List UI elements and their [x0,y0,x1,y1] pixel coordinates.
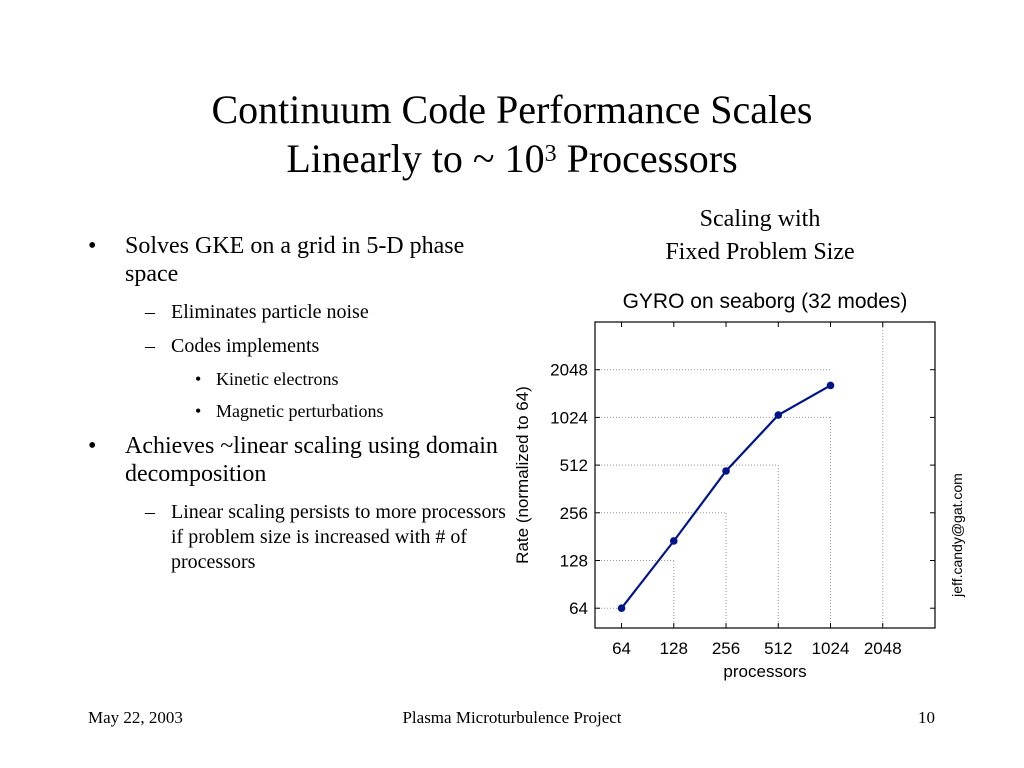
y-tick-label: 128 [560,552,588,571]
caption-line-2: Fixed Problem Size [665,239,855,265]
y-tick-label: 64 [569,599,588,618]
x-tick-label: 256 [712,639,740,658]
plot-frame [594,321,936,629]
sub-bullet-item: Eliminates particle noise [88,300,508,325]
title-exponent: 3 [544,141,557,167]
y-tick-label: 256 [560,504,588,523]
y-axis-label: Rate (normalized to 64) [513,386,532,564]
data-point [669,537,678,545]
footer-project: Plasma Microturbulence Project [402,708,622,727]
title-line-1: Continuum Code Performance Scales [211,87,813,132]
title-line-2: Linearly to ~ 103 Processors [0,134,1024,183]
gridlines [595,322,884,628]
author-email: jeff.candy@gat.com [949,473,965,598]
chart-caption: Scaling with Fixed Problem Size [630,203,890,269]
data-point [826,381,835,390]
footer-date: May 22, 2003 [88,708,183,727]
bullet-list: Solves GKE on a grid in 5-D phase space … [88,232,508,584]
title-line-2-prefix: Linearly to ~ 10 [286,136,545,181]
scaling-chart: GYRO on seaborg (32 modes) 64 128 256 512 10… [513,290,965,681]
axis-ticks [595,322,935,628]
x-tick-labels: 64 128 256 512 1024 2048 [612,639,902,658]
data-point [617,604,626,613]
y-tick-label: 2048 [550,361,588,380]
x-tick-label: 2048 [864,639,902,658]
x-tick-label: 1024 [812,639,850,658]
y-tick-label: 512 [560,456,588,475]
sub-bullet-item: Linear scaling persists to more processo… [88,500,508,575]
data-point [774,411,783,419]
y-tick-labels: 64 128 256 512 1024 2048 [550,361,588,619]
data-series [617,381,835,613]
title-line-2-suffix: Processors [556,136,738,181]
slide-title: Continuum Code Performance Scales Linear… [0,85,1024,183]
y-tick-label: 1024 [550,408,588,427]
sub-sub-bullet-item: Kinetic electrons [88,368,508,390]
x-tick-label: 64 [612,639,631,658]
caption-line-1: Scaling with [699,206,821,232]
series-line [620,384,832,609]
x-tick-label: 128 [660,639,688,658]
sub-bullet-item: Codes implements [88,334,508,359]
sub-sub-bullet-item: Magnetic perturbations [88,400,508,422]
bullet-item: Achieves ~linear scaling using domain de… [88,432,508,488]
bullet-item: Solves GKE on a grid in 5-D phase space [88,232,508,288]
footer-page-number: 10 [918,708,935,727]
data-point [722,467,730,475]
chart-title: GYRO on seaborg (32 modes) [623,290,908,313]
x-tick-label: 512 [764,639,792,658]
x-axis-label: processors [723,662,806,681]
